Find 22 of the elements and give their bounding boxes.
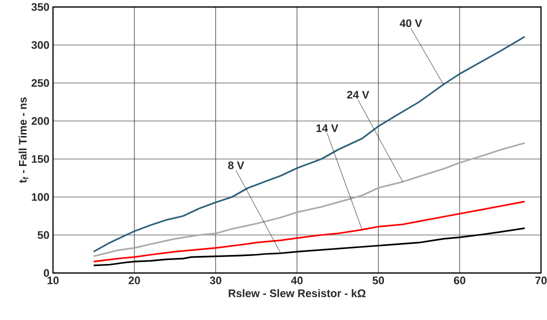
- x-tick-label: 10: [48, 276, 59, 284]
- line-series: [92, 142, 526, 258]
- text: 14 V: [316, 124, 338, 132]
- y-tick-label: 0: [44, 269, 50, 277]
- y-tick-label: 150: [32, 155, 50, 163]
- y-tick-label: 300: [31, 41, 50, 49]
- y-axis-title: t$_{f}$ - Fall Time - ns: [18, 97, 28, 183]
- x-tick-label: 30: [210, 276, 222, 284]
- x-tick-label: 60: [454, 276, 466, 284]
- x-tick-label: 70: [535, 276, 547, 284]
- y-tick-label: 250: [32, 79, 50, 87]
- text: 24 V: [347, 90, 370, 99]
- y-tick-label: 100: [32, 193, 50, 201]
- x-tick-label: 50: [372, 276, 384, 284]
- y-tick-label: 200: [32, 117, 50, 125]
- text: 40 V: [400, 19, 422, 28]
- text: 8 V: [228, 161, 244, 170]
- x-tick-label: 20: [128, 276, 140, 284]
- y-tick-label: 350: [31, 3, 50, 11]
- y-tick-label: 50: [38, 231, 50, 239]
- x-tick-label: 40: [291, 276, 303, 284]
- x-axis-title: Rslew - Slew Resistor - kΩ: [228, 289, 366, 298]
